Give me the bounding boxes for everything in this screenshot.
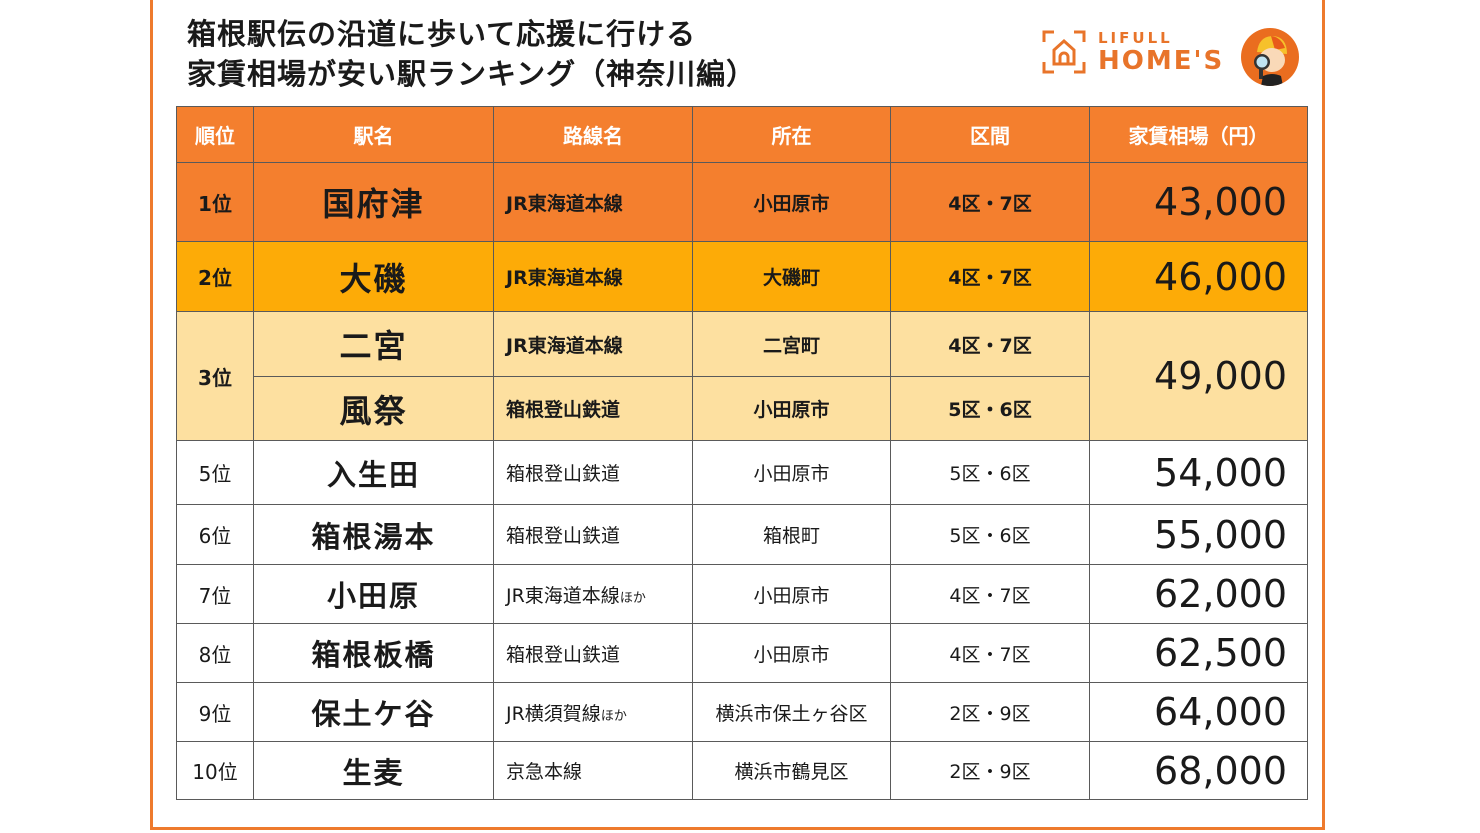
line-name: JR東海道本線 xyxy=(506,267,623,289)
line-cell: 箱根登山鉄道 xyxy=(493,623,693,683)
ranking-table: 順位 駅名 路線名 所在 区間 家賃相場（円） 1位 国府津 JR東海道本線 小… xyxy=(176,106,1308,800)
location-cell: 小田原市 xyxy=(692,564,891,624)
table-row: 風祭 箱根登山鉄道 小田原市 5区・6区 xyxy=(177,376,1308,441)
line-suffix: ほか xyxy=(600,708,627,724)
lifull-homes-logo: LIFULL HOME'S xyxy=(1042,30,1224,74)
header-section: 区間 xyxy=(890,106,1090,163)
header-rent: 家賃相場（円） xyxy=(1089,106,1308,163)
station-cell: 風祭 xyxy=(253,376,494,441)
logo-text-top: LIFULL xyxy=(1098,28,1173,47)
header-line: 路線名 xyxy=(493,106,693,163)
line-name: 箱根登山鉄道 xyxy=(506,525,621,547)
location-cell: 小田原市 xyxy=(692,623,891,683)
logo-text-bottom: HOME'S xyxy=(1098,45,1225,76)
line-name: JR東海道本線 xyxy=(506,192,623,215)
rent-cell: 68,000 xyxy=(1089,741,1308,800)
mascot-icon xyxy=(1241,28,1299,86)
station-cell: 入生田 xyxy=(253,440,494,505)
location-cell: 横浜市鶴見区 xyxy=(692,741,891,800)
line-suffix: ほか xyxy=(619,590,646,606)
section-cell: 4区・7区 xyxy=(890,623,1090,683)
line-cell: JR東海道本線 xyxy=(493,241,693,312)
line-cell: JR東海道本線ほか xyxy=(493,564,693,624)
section-cell: 2区・9区 xyxy=(890,682,1090,742)
table-row: 7位 小田原 JR東海道本線ほか 小田原市 4区・7区 62,000 xyxy=(176,564,1308,624)
section-cell: 4区・7区 xyxy=(890,564,1090,624)
line-name: 京急本線 xyxy=(506,761,583,783)
location-cell: 大磯町 xyxy=(692,241,891,312)
table-row: 10位 生麦 京急本線 横浜市鶴見区 2区・9区 68,000 xyxy=(176,741,1308,800)
station-cell: 大磯 xyxy=(253,241,494,312)
line-cell: 箱根登山鉄道 xyxy=(493,504,693,565)
section-cell: 4区・7区 xyxy=(890,162,1090,242)
location-cell: 横浜市保土ヶ谷区 xyxy=(692,682,891,742)
header-station: 駅名 xyxy=(253,106,494,163)
line-cell: 箱根登山鉄道 xyxy=(493,440,693,505)
rent-cell: 62,500 xyxy=(1089,623,1308,683)
rank-cell: 10位 xyxy=(176,741,254,800)
table-row: 6位 箱根湯本 箱根登山鉄道 箱根町 5区・6区 55,000 xyxy=(176,504,1308,565)
rank-cell: 2位 xyxy=(176,241,254,312)
table-row: 1位 国府津 JR東海道本線 小田原市 4区・7区 43,000 xyxy=(176,162,1308,242)
table-header-row: 順位 駅名 路線名 所在 区間 家賃相場（円） xyxy=(176,106,1308,163)
line-cell: 京急本線 xyxy=(493,741,693,800)
location-cell: 小田原市 xyxy=(692,376,891,441)
location-cell: 二宮町 xyxy=(692,311,891,377)
title-line-1: 箱根駅伝の沿道に歩いて応援に行ける xyxy=(187,17,697,51)
line-cell: JR横須賀線ほか xyxy=(493,682,693,742)
station-cell: 国府津 xyxy=(253,162,494,242)
rent-cell: 49,000 xyxy=(1089,311,1308,441)
table-row: 8位 箱根板橋 箱根登山鉄道 小田原市 4区・7区 62,500 xyxy=(176,623,1308,683)
station-cell: 生麦 xyxy=(253,741,494,800)
line-cell: 箱根登山鉄道 xyxy=(493,376,693,441)
house-frame-icon xyxy=(1042,30,1086,74)
rank-cell: 8位 xyxy=(176,623,254,683)
station-cell: 箱根板橋 xyxy=(253,623,494,683)
section-cell: 4区・7区 xyxy=(890,311,1090,377)
rank-cell: 7位 xyxy=(176,564,254,624)
rank-cell: 1位 xyxy=(176,162,254,242)
rank-cell: 9位 xyxy=(176,682,254,742)
line-name: JR東海道本線 xyxy=(506,584,620,607)
section-cell: 5区・6区 xyxy=(890,440,1090,505)
station-cell: 箱根湯本 xyxy=(253,504,494,565)
section-cell: 5区・6区 xyxy=(890,504,1090,565)
rent-cell: 46,000 xyxy=(1089,241,1308,312)
station-cell: 二宮 xyxy=(253,311,494,377)
line-cell: JR東海道本線 xyxy=(493,162,693,242)
table-row: 5位 入生田 箱根登山鉄道 小田原市 5区・6区 54,000 xyxy=(176,440,1308,505)
line-name: 箱根登山鉄道 xyxy=(506,463,621,485)
table-row: 3位 二宮 JR東海道本線 二宮町 4区・7区 49,000 xyxy=(176,311,1308,441)
rent-cell: 55,000 xyxy=(1089,504,1308,565)
rent-cell: 43,000 xyxy=(1089,162,1308,242)
table-row: 2位 大磯 JR東海道本線 大磯町 4区・7区 46,000 xyxy=(176,241,1308,312)
rank-cell: 3位 xyxy=(176,311,254,441)
rank-cell: 5位 xyxy=(176,440,254,505)
section-cell: 5区・6区 xyxy=(890,376,1090,441)
line-cell: JR東海道本線 xyxy=(493,311,693,377)
station-cell: 保土ケ谷 xyxy=(253,682,494,742)
header-location: 所在 xyxy=(692,106,891,163)
rent-cell: 64,000 xyxy=(1089,682,1308,742)
table-row: 9位 保土ケ谷 JR横須賀線ほか 横浜市保土ヶ谷区 2区・9区 64,000 xyxy=(176,682,1308,742)
section-cell: 2区・9区 xyxy=(890,741,1090,800)
location-cell: 小田原市 xyxy=(692,440,891,505)
rank-cell: 6位 xyxy=(176,504,254,565)
line-name: JR東海道本線 xyxy=(506,334,623,357)
station-cell: 小田原 xyxy=(253,564,494,624)
line-name: JR横須賀線 xyxy=(506,702,601,725)
line-name: 箱根登山鉄道 xyxy=(506,643,621,666)
location-cell: 小田原市 xyxy=(692,162,891,242)
page-title: 箱根駅伝の沿道に歩いて応援に行ける 家賃相場が安い駅ランキング（神奈川編） xyxy=(187,14,756,94)
header-rank: 順位 xyxy=(176,106,254,163)
title-line-2: 家賃相場が安い駅ランキング（神奈川編） xyxy=(187,57,757,91)
rent-cell: 62,000 xyxy=(1089,564,1308,624)
rent-cell: 54,000 xyxy=(1089,440,1308,505)
section-cell: 4区・7区 xyxy=(890,241,1090,312)
line-name: 箱根登山鉄道 xyxy=(506,399,621,421)
location-cell: 箱根町 xyxy=(692,504,891,565)
